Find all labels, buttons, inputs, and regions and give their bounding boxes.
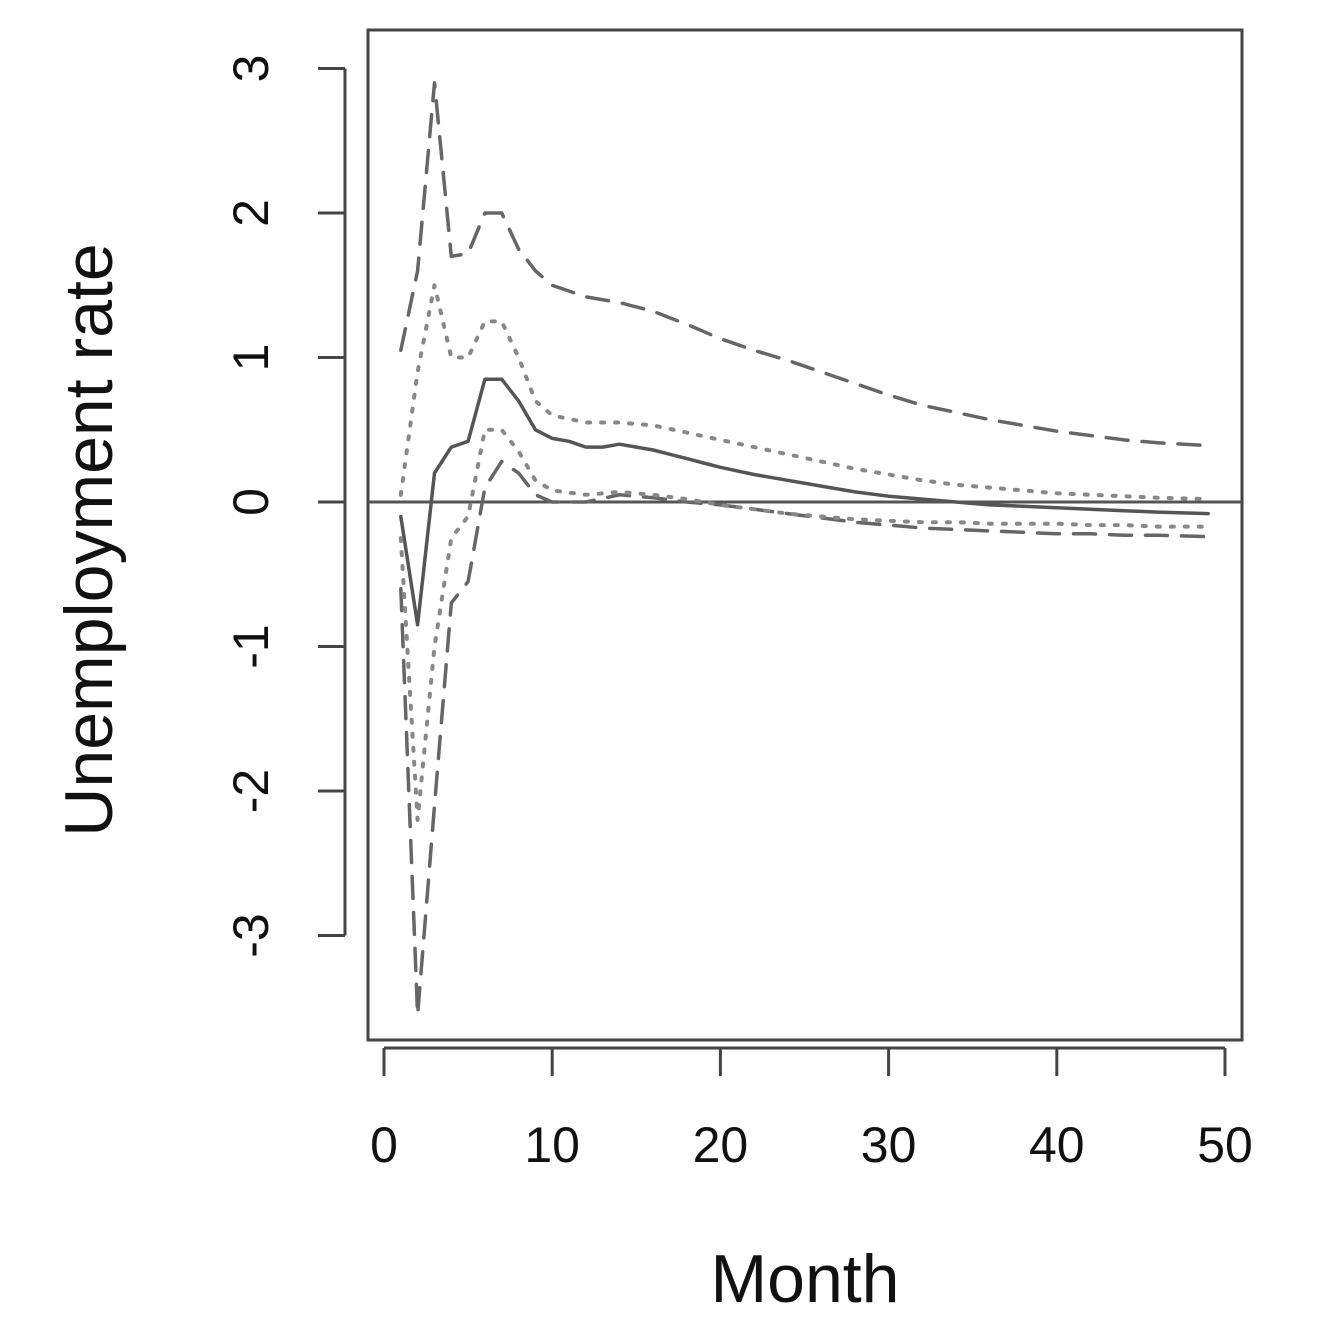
y-axis: -3 -2 -1 0 1 2 3 — [223, 55, 347, 958]
x-tick-label: 10 — [524, 1117, 580, 1173]
y-tick-label: -3 — [223, 913, 279, 957]
x-tick-label: 50 — [1197, 1117, 1253, 1173]
x-tick-label: 20 — [693, 1117, 749, 1173]
y-tick-label: 2 — [223, 199, 279, 227]
y-axis-title: Unemployment rate — [51, 243, 127, 836]
x-tick-label: 0 — [370, 1117, 398, 1173]
series-line-dashed-1 — [399, 81, 1210, 448]
x-tick-label: 40 — [1029, 1117, 1085, 1173]
x-tick-label: 30 — [861, 1117, 917, 1173]
series-line-dashed-2 — [399, 459, 1210, 1017]
series-line-solid-0 — [399, 377, 1210, 627]
x-axis-title: Month — [711, 1241, 900, 1317]
series-line-dotted-4 — [398, 427, 1211, 822]
y-tick-label: 0 — [223, 488, 279, 516]
x-axis: 0 10 20 30 40 50 — [370, 1046, 1253, 1173]
y-tick-label: 3 — [223, 55, 279, 83]
plot-frame — [366, 28, 1244, 1042]
series-line-dotted-3 — [398, 283, 1211, 502]
y-tick-label: -1 — [223, 624, 279, 668]
series-group — [398, 81, 1211, 1017]
y-tick-label: 1 — [223, 344, 279, 372]
y-tick-label: -2 — [223, 769, 279, 813]
